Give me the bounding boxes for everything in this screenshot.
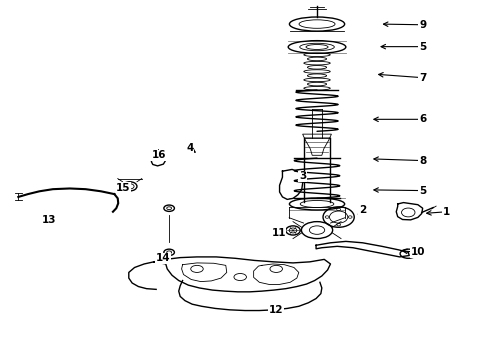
Text: 5: 5 — [419, 186, 426, 195]
Text: 15: 15 — [116, 183, 130, 193]
Text: 14: 14 — [156, 253, 171, 263]
Text: 8: 8 — [419, 156, 426, 166]
Text: 3: 3 — [299, 171, 306, 181]
Text: 12: 12 — [269, 305, 283, 315]
Text: 6: 6 — [419, 114, 426, 124]
Text: 7: 7 — [419, 73, 426, 83]
Text: 9: 9 — [419, 20, 426, 30]
Text: 10: 10 — [411, 247, 425, 257]
Text: 2: 2 — [359, 205, 366, 215]
Text: 5: 5 — [419, 42, 426, 51]
Text: 4: 4 — [186, 143, 194, 153]
Text: 13: 13 — [42, 215, 56, 225]
Text: 11: 11 — [271, 228, 286, 238]
Text: 16: 16 — [151, 150, 166, 160]
Text: 1: 1 — [443, 207, 450, 217]
